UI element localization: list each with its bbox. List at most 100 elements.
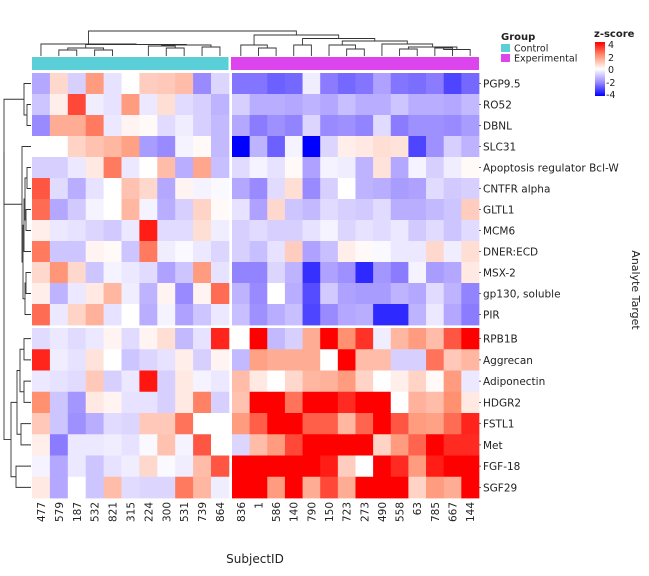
row-label: gp130, soluble bbox=[483, 289, 561, 301]
heatmap-cell bbox=[211, 304, 230, 326]
heatmap-cell bbox=[67, 199, 87, 221]
heatmap-cell bbox=[67, 94, 87, 116]
heatmap-cell bbox=[461, 455, 480, 478]
heatmap-cell bbox=[249, 304, 268, 326]
heatmap-cell bbox=[232, 136, 251, 158]
heatmap-cell bbox=[103, 73, 122, 95]
heatmap-cell bbox=[139, 115, 158, 137]
heatmap-cell bbox=[408, 413, 427, 435]
heatmap-cell bbox=[139, 283, 158, 305]
column-group-annotation-bar bbox=[32, 57, 479, 70]
heatmap-cell bbox=[175, 370, 194, 393]
heatmap-cell bbox=[337, 115, 356, 137]
heatmap-cell bbox=[302, 178, 321, 200]
heatmap-cell bbox=[355, 115, 374, 137]
legend-swatch-control bbox=[501, 44, 510, 52]
heatmap-cell bbox=[249, 199, 268, 221]
heatmap-cell bbox=[49, 455, 69, 478]
heatmap-cell bbox=[426, 199, 445, 221]
row-label: RPB1B bbox=[483, 334, 518, 346]
heatmap-cell bbox=[373, 115, 392, 137]
column-labels: 477 579 187 532 821 315 224 300 531 739 864 836 1 586… bbox=[36, 502, 477, 522]
row-label: Met bbox=[483, 440, 503, 452]
heatmap-cell bbox=[284, 220, 303, 242]
heatmap-cell bbox=[461, 157, 480, 179]
heatmap-cell bbox=[49, 391, 69, 414]
heatmap-cell bbox=[232, 94, 251, 116]
heatmap-cell bbox=[211, 370, 230, 393]
heatmap-cell bbox=[249, 241, 268, 263]
heatmap-cell bbox=[461, 476, 480, 499]
heatmap-cell bbox=[32, 370, 51, 393]
heatmap-cell bbox=[373, 455, 392, 478]
heatmap-cell bbox=[320, 413, 339, 435]
heatmap-cell bbox=[390, 349, 409, 371]
heatmap-cell bbox=[249, 328, 268, 350]
heatmap-cell bbox=[337, 283, 356, 305]
heatmap-cell bbox=[193, 370, 212, 393]
heatmap-cell bbox=[337, 370, 356, 393]
heatmap-cell bbox=[373, 434, 392, 456]
column-label: 790 bbox=[306, 502, 318, 522]
heatmap-cell bbox=[461, 328, 480, 350]
heatmap-cell bbox=[32, 199, 51, 221]
heatmap-cell bbox=[320, 476, 339, 499]
heatmap-cell bbox=[121, 476, 140, 499]
heatmap-cell bbox=[373, 391, 392, 414]
heatmap-cell bbox=[337, 304, 356, 326]
heatmap-cell bbox=[211, 220, 230, 242]
heatmap-cell bbox=[67, 241, 87, 263]
heatmap-cell bbox=[443, 115, 462, 137]
heatmap-cell bbox=[103, 241, 122, 263]
heatmap-cell bbox=[337, 199, 356, 221]
dendrogram-branch bbox=[253, 34, 340, 45]
heatmap-cell bbox=[408, 328, 427, 350]
heatmap-cell bbox=[103, 413, 122, 435]
heatmap-cell bbox=[139, 220, 158, 242]
legend-swatch-experimental bbox=[501, 54, 510, 62]
heatmap-cell bbox=[193, 157, 212, 179]
heatmap-cell bbox=[85, 199, 104, 221]
heatmap-cell bbox=[157, 178, 176, 200]
row-label: PGP9.5 bbox=[483, 79, 521, 91]
heatmap-cell bbox=[103, 262, 122, 284]
heatmap-cell bbox=[426, 434, 445, 456]
heatmap-cell bbox=[320, 391, 339, 414]
dendrogram-branch bbox=[381, 43, 434, 56]
heatmap-cell bbox=[49, 157, 69, 179]
heatmap-cell bbox=[284, 157, 303, 179]
heatmap-cell bbox=[85, 304, 104, 326]
heatmap-cell bbox=[232, 220, 251, 242]
heatmap-cell bbox=[85, 115, 104, 137]
heatmap-cell bbox=[103, 304, 122, 326]
heatmap-cell bbox=[139, 370, 158, 393]
heatmap-cell bbox=[157, 262, 176, 284]
heatmap-cell bbox=[320, 136, 339, 158]
heatmap-cell bbox=[32, 328, 51, 350]
heatmap-cell bbox=[49, 262, 69, 284]
heatmap-cell bbox=[67, 115, 87, 137]
heatmap-cell bbox=[121, 304, 140, 326]
heatmap-cell bbox=[175, 94, 194, 116]
column-label: 150 bbox=[324, 502, 336, 522]
heatmap-cell bbox=[390, 455, 409, 478]
heatmap-cell bbox=[103, 157, 122, 179]
heatmap-cell bbox=[49, 349, 69, 371]
dendrogram-branch bbox=[399, 48, 418, 56]
heatmap-cell bbox=[175, 349, 194, 371]
heatmap-cell bbox=[302, 349, 321, 371]
heatmap-cell bbox=[232, 157, 251, 179]
heatmap-cell bbox=[32, 136, 51, 158]
heatmap-cell bbox=[121, 262, 140, 284]
heatmap-cell bbox=[461, 391, 480, 414]
heatmap-cell bbox=[175, 413, 194, 435]
heatmap-cell bbox=[32, 178, 51, 200]
heatmap-cell bbox=[426, 241, 445, 263]
heatmap-cell bbox=[175, 199, 194, 221]
dendrogram-branch bbox=[20, 423, 31, 446]
heatmap-cell bbox=[175, 220, 194, 242]
heatmap-cell bbox=[461, 241, 480, 263]
heatmap-cell bbox=[32, 94, 51, 116]
heatmap-cell bbox=[103, 391, 122, 414]
heatmap-cell bbox=[302, 199, 321, 221]
